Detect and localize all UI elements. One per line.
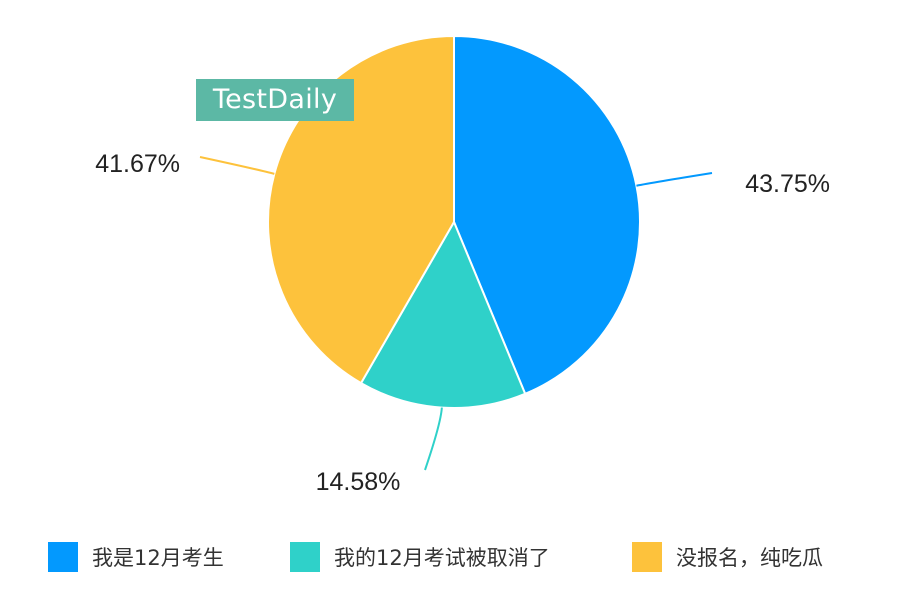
pie-slice-2[interactable] [359, 219, 527, 409]
pie-slice-1[interactable] [453, 34, 641, 396]
leader-line-1 [636, 172, 713, 187]
legend-label-3: 没报名，纯吃瓜 [676, 546, 823, 570]
legend-swatch-2 [290, 542, 320, 572]
watermark-logo: TestDaily [196, 79, 354, 121]
legend-swatch-1 [48, 542, 78, 572]
leader-line-2 [424, 407, 443, 471]
legend-swatch-3 [632, 542, 662, 572]
percent-label-2: 14.58% [316, 468, 401, 496]
pie-slices [267, 34, 641, 409]
legend-item-3[interactable]: 没报名，纯吃瓜 [632, 540, 823, 574]
legend-item-1[interactable]: 我是12月考生 [48, 540, 224, 574]
percent-labels: 43.75% 14.58% 41.67% [95, 150, 830, 496]
legend-label-2: 我的12月考试被取消了 [334, 546, 550, 570]
percent-label-3: 41.67% [95, 150, 180, 178]
percent-label-1: 43.75% [745, 170, 830, 198]
legend-label-1: 我是12月考生 [92, 546, 224, 570]
leader-line-3 [199, 156, 275, 175]
pie-slice-3[interactable] [267, 34, 455, 385]
leader-lines [199, 156, 713, 471]
legend: 我是12月考生 我的12月考试被取消了 没报名，纯吃瓜 [0, 540, 900, 574]
legend-item-2[interactable]: 我的12月考试被取消了 [290, 540, 550, 574]
